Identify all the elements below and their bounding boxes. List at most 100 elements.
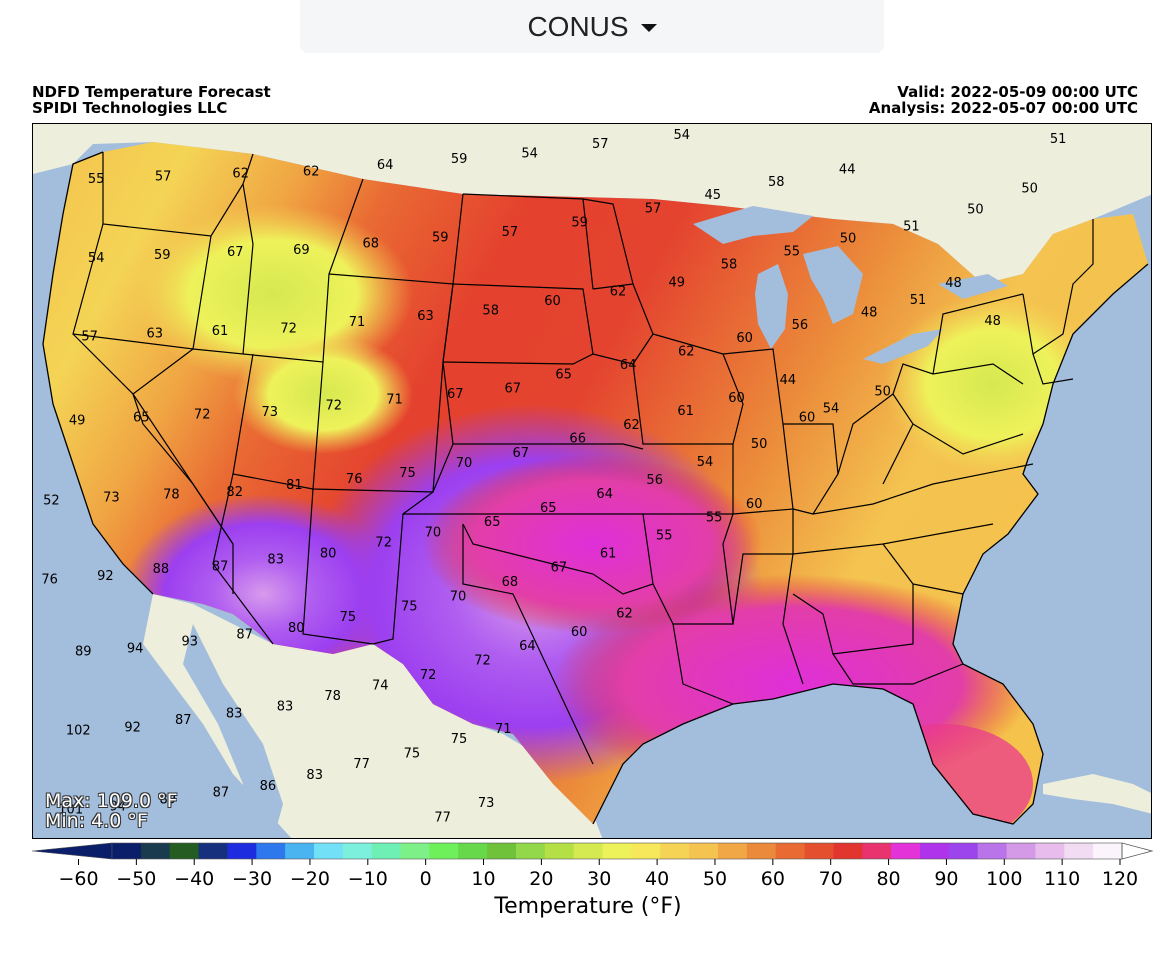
colorbar-swatch — [1064, 843, 1094, 859]
temperature-label: 80 — [320, 546, 337, 561]
temperature-label: 75 — [399, 466, 416, 481]
temperature-label: 61 — [677, 404, 694, 419]
colorbar-tick-label: 40 — [645, 868, 669, 890]
temperature-label: 55 — [706, 510, 723, 525]
temperature-label: 48 — [945, 276, 962, 291]
colorbar-tick-label: −20 — [290, 868, 330, 890]
canada-land — [33, 124, 1151, 284]
temperature-map-canvas: 55 57 62 62 64 59 54 57 54 54 59 67 69 68 59 57 59 57 45 58… — [33, 124, 1151, 838]
temperature-label: 70 — [450, 589, 467, 604]
colorbar-swatch — [1035, 843, 1065, 859]
temperature-label: 57 — [502, 225, 519, 240]
temperature-label: 82 — [226, 485, 243, 500]
temperature-label: 76 — [41, 572, 58, 587]
temperature-label: 71 — [349, 315, 366, 330]
temperature-label: 73 — [478, 796, 495, 811]
colorbar-swatch — [602, 843, 632, 859]
map-title: NDFD Temperature Forecast — [32, 83, 271, 101]
temperature-label: 63 — [147, 327, 164, 342]
temperature-label: 57 — [592, 137, 609, 152]
temperature-label: 72 — [194, 408, 211, 423]
temperature-map: 55 57 62 62 64 59 54 57 54 54 59 67 69 68 59 57 59 57 45 58… — [32, 123, 1152, 839]
map-organization: SPIDI Technologies LLC — [32, 99, 228, 117]
colorbar-tick-label: 30 — [587, 868, 611, 890]
temperature-label: 50 — [1021, 182, 1038, 197]
temperature-label: 54 — [823, 402, 840, 417]
colorbar-tick-label: 110 — [1044, 868, 1080, 890]
colorbar: −60 −50 −40 −30 −20 −10 0 10 20 30 40 50 60 70 80 90 100… — [31, 839, 1162, 897]
colorbar-title: Temperature (°F) — [494, 894, 682, 919]
temperature-label: 68 — [502, 575, 519, 590]
colorbar-swatch — [516, 843, 546, 859]
temperature-label: 57 — [645, 202, 662, 217]
colorbar-swatch — [169, 843, 200, 859]
temperature-label: 54 — [697, 455, 714, 470]
temperature-label: 102 — [66, 723, 91, 738]
caret-down-icon — [640, 23, 657, 32]
valid-time: Valid: 2022-05-09 00:00 UTC — [897, 83, 1138, 101]
temperature-label: 48 — [861, 306, 878, 321]
colorbar-max-arrow — [1121, 842, 1154, 860]
temperature-label: 66 — [569, 432, 586, 447]
colorbar-tick-label: 60 — [761, 868, 785, 890]
colorbar-tick-label: 10 — [471, 868, 495, 890]
temperature-label: 71 — [495, 722, 512, 737]
colorbar-swatch — [689, 843, 719, 859]
colorbar-swatch — [1093, 843, 1123, 859]
temperature-label: 65 — [133, 410, 150, 425]
temperature-label: 59 — [432, 231, 449, 246]
colorbar-swatch — [573, 843, 604, 859]
temperature-label: 51 — [1050, 132, 1067, 147]
temperature-label: 49 — [669, 275, 686, 290]
temperature-label: 51 — [903, 219, 920, 234]
temperature-label: 69 — [293, 243, 310, 258]
temperature-label: 51 — [910, 293, 927, 308]
colorbar-tick-label: −30 — [232, 868, 272, 890]
region-dropdown[interactable]: CONUS — [300, 0, 884, 53]
temperature-label: 54 — [88, 251, 105, 266]
temperature-label: 67 — [513, 446, 530, 461]
colorbar-tick-label: 100 — [986, 868, 1022, 890]
temperature-label: 73 — [103, 490, 120, 505]
temperature-label: 55 — [656, 528, 673, 543]
colorbar-tick-label: −60 — [58, 868, 98, 890]
temperature-label: 50 — [840, 232, 857, 247]
temperature-label: 72 — [375, 536, 392, 551]
temperature-label: 87 — [175, 713, 192, 728]
temperature-label: 58 — [482, 304, 499, 319]
colorbar-border — [111, 842, 1123, 860]
temperature-label: 74 — [372, 678, 389, 693]
temperature-label: 62 — [623, 418, 640, 433]
colorbar-swatch — [371, 843, 402, 859]
temperature-label: 62 — [303, 164, 320, 179]
colorbar-swatch — [977, 843, 1008, 859]
temperature-label: 60 — [746, 497, 763, 512]
temperature-label: 71 — [386, 393, 403, 408]
temperature-label: 72 — [420, 668, 437, 683]
temperature-label: 56 — [792, 318, 809, 333]
colorbar-swatch — [660, 843, 690, 859]
colorbar-swatch — [429, 843, 459, 859]
region-dropdown-value: CONUS — [527, 10, 629, 42]
temperature-label: 75 — [401, 600, 418, 615]
temperature-label: 54 — [674, 128, 691, 143]
temperature-label: 44 — [839, 163, 856, 178]
temperature-label: 56 — [646, 473, 663, 488]
temperature-label: 62 — [232, 167, 249, 182]
west-coastline — [42, 151, 154, 595]
temperature-label: 67 — [505, 382, 522, 397]
temperature-label: 89 — [160, 792, 177, 807]
temperature-label: 61 — [212, 324, 229, 339]
temperature-label: 92 — [97, 569, 114, 584]
colorbar-swatch — [544, 843, 575, 859]
temperature-label: 63 — [417, 309, 434, 324]
colorbar-swatch — [112, 843, 142, 859]
colorbar-tick-label: 120 — [1102, 868, 1138, 890]
temperature-label: 55 — [784, 244, 801, 259]
temperature-label: 45 — [705, 188, 722, 203]
temperature-label: 78 — [324, 689, 341, 704]
temperature-label: 83 — [277, 700, 294, 715]
colorbar-tick-label: 90 — [934, 868, 958, 890]
lake-michigan — [755, 264, 788, 349]
cuba-land — [1043, 774, 1151, 814]
